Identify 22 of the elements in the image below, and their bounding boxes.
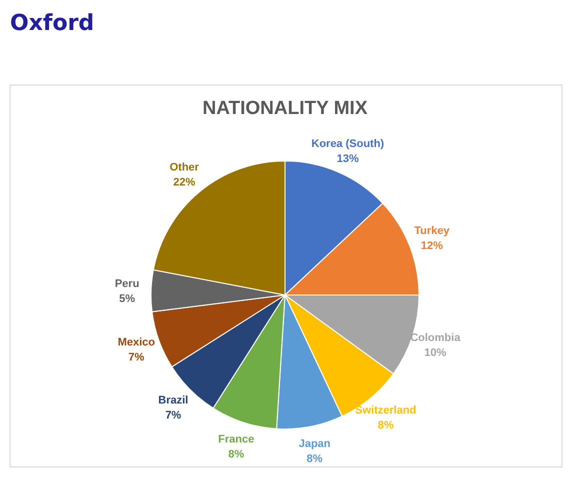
- data-label: 7%: [128, 352, 145, 364]
- slice-label: Korea (South): [311, 138, 384, 150]
- data-label: 8%: [378, 420, 394, 432]
- data-label: 5%: [119, 293, 136, 306]
- data-label: 22%: [173, 176, 196, 188]
- data-label: 10%: [424, 346, 446, 359]
- slice-label: Other: [170, 161, 200, 174]
- slice-label: Switzerland: [355, 404, 416, 417]
- slice-label: Colombia: [410, 332, 462, 344]
- slice-label: Mexico: [118, 336, 156, 349]
- chart-title: NATIONALITY MIX: [202, 98, 368, 119]
- slice-label: Japan: [298, 438, 331, 450]
- slice-label: Turkey: [414, 224, 450, 237]
- data-label: 7%: [165, 410, 182, 422]
- slice-label: Peru: [114, 278, 140, 290]
- text: Oxford: [10, 11, 94, 36]
- slice-label: France: [218, 433, 254, 446]
- data-label: 12%: [420, 240, 444, 252]
- data-label: 8%: [228, 448, 244, 460]
- slice-label: Brazil: [158, 394, 188, 407]
- data-label: 13%: [336, 152, 359, 165]
- data-label: 8%: [306, 453, 323, 466]
